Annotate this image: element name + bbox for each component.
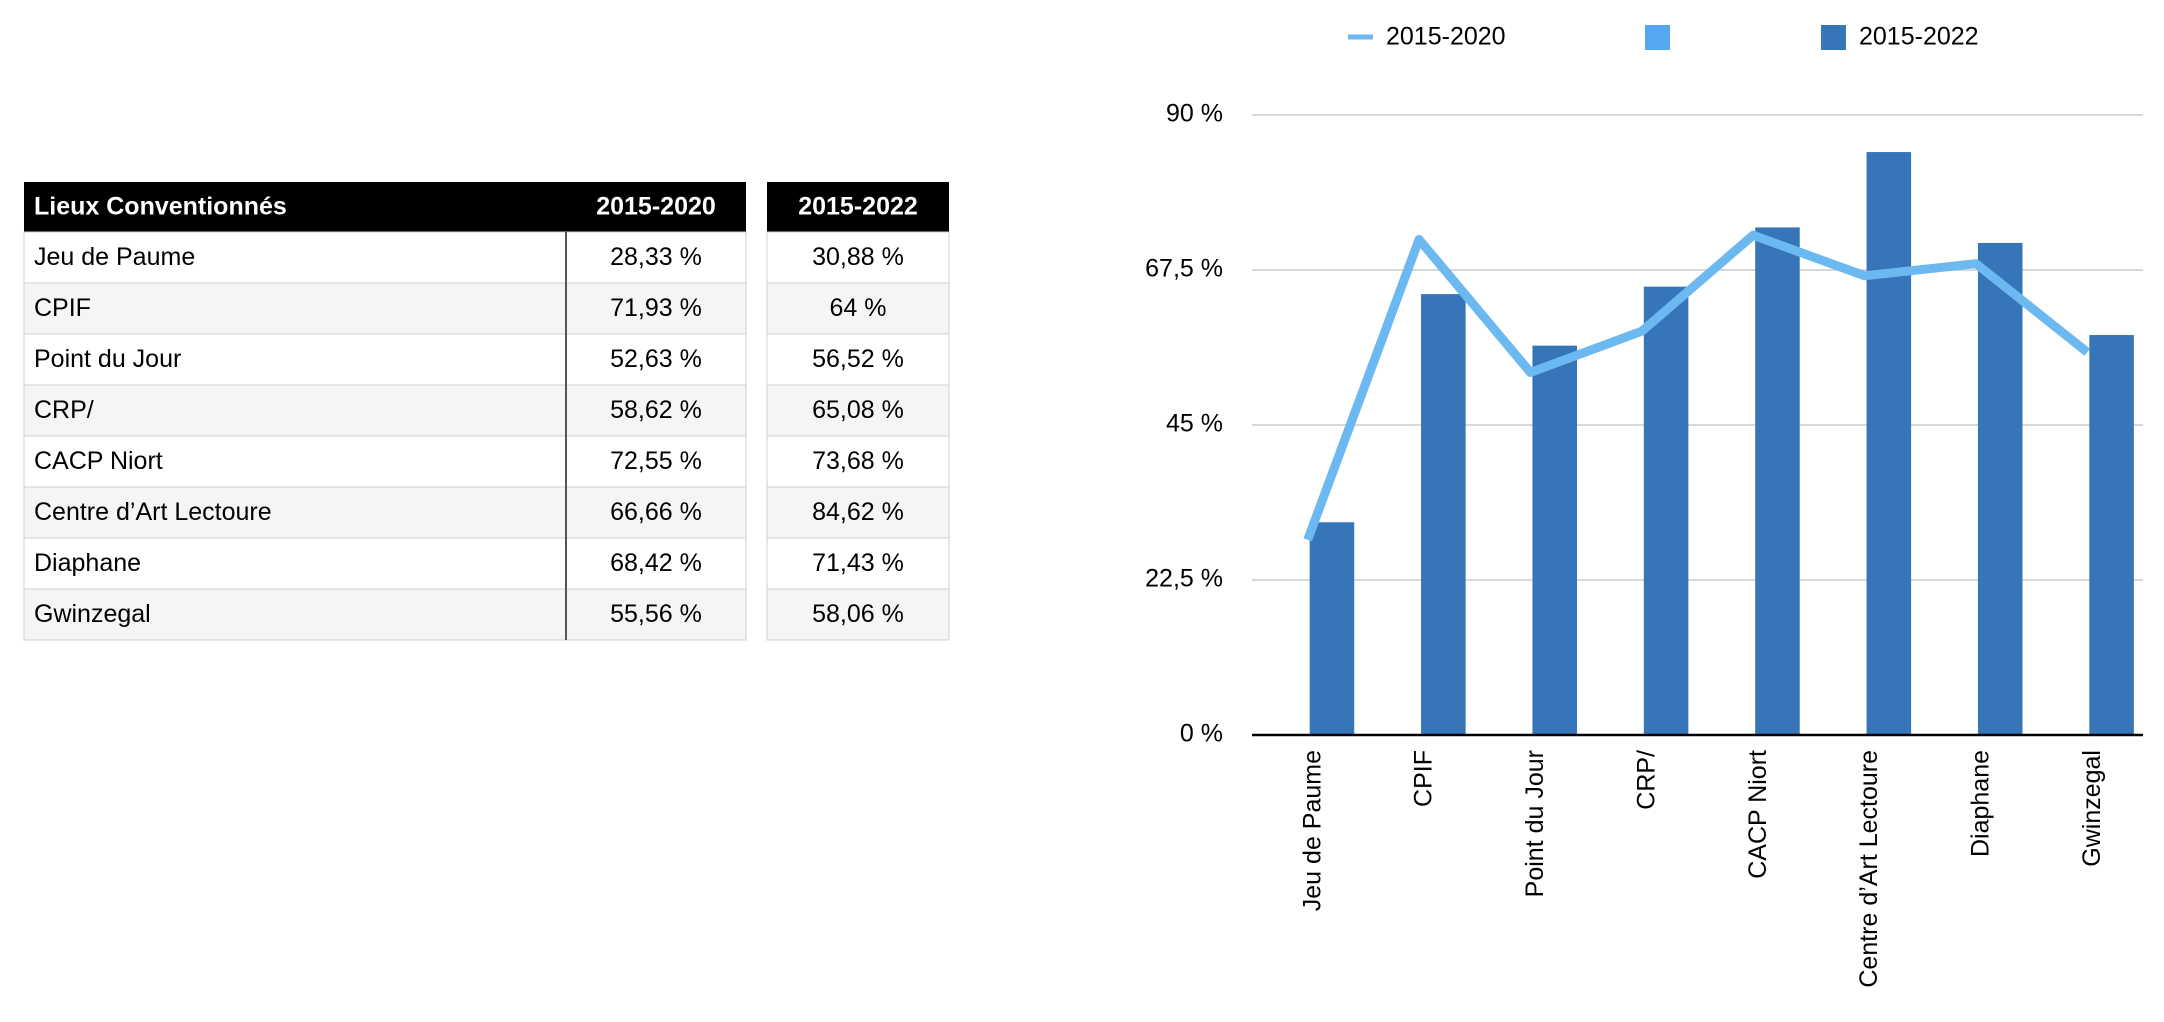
cell-text: 58,06 % [812,600,904,628]
header-text: Lieux Conventionnés [34,193,287,221]
cell-text: 68,42 % [610,549,702,577]
x-tick-label: Diaphane [1967,750,1995,857]
cell [766,435,950,488]
y-tick-label: 0 % [1180,720,1223,748]
cell-text: CACP Niort [34,447,163,475]
x-tick-label: CPIF [1410,750,1438,807]
cell-text: 56,52 % [812,345,904,373]
bar [1421,294,1466,735]
cell-text: 58,62 % [610,396,702,424]
bar [1755,227,1800,735]
cell-text: CRP/ [34,396,94,424]
header-cell [566,182,746,232]
x-tick-label: CRP/ [1632,750,1660,810]
bar [2089,335,2134,735]
cell-text: 28,33 % [610,243,702,271]
bar [1532,345,1577,735]
cell [565,333,747,386]
x-tick-label: Point du Jour [1521,750,1549,897]
bar [1866,152,1912,735]
cell-text: 52,63 % [610,345,702,373]
cell [766,537,950,590]
header-cell [767,182,949,232]
line [1303,230,2091,542]
cell-text: 73,68 % [812,447,904,475]
cell-text: 30,88 % [812,243,904,271]
y-tick-label: 22,5 % [1145,565,1223,593]
cell-text: 84,62 % [812,498,904,526]
legend-swatch [1821,25,1846,50]
cell [23,282,567,335]
cell-text: 64 % [830,294,887,322]
header-text: 2015-2020 [596,193,716,221]
legend-swatch [1645,25,1670,50]
cell-text: Gwinzegal [34,600,151,628]
x-tick-label: Centre d’Art Lectoure [1855,750,1883,988]
cell-text: Diaphane [34,549,141,577]
x-tick-label: Jeu de Paume [1298,750,1326,911]
cell-text: 66,66 % [610,498,702,526]
cell [565,537,747,590]
cell [565,486,747,539]
cell [23,486,567,539]
cell [766,486,950,539]
cell [565,588,747,641]
cell-text: 65,08 % [812,396,904,424]
cell [565,435,747,488]
header-text: 2015-2022 [798,193,918,221]
y-tick-label: 90 % [1166,100,1223,128]
cell-text: 55,56 % [610,600,702,628]
cell-text: 71,43 % [812,549,904,577]
cell-text: 71,93 % [610,294,702,322]
cell [23,384,567,437]
bar [1977,242,2023,735]
cell-text: CPIF [34,294,91,322]
x-tick-label: CACP Niort [1744,750,1772,879]
cell [766,333,950,386]
bar [1643,286,1689,735]
legend-label: 2015-2022 [1859,23,1979,51]
cell [23,537,567,590]
cell-text: 72,55 % [610,447,702,475]
legend-label: 2015-2020 [1386,23,1506,51]
header-cell [24,182,566,232]
cell [766,384,950,437]
x-tick-label: Gwinzegal [2078,750,2106,867]
bar [1309,522,1355,735]
cell-text: Point du Jour [34,345,181,373]
cell-text: Jeu de Paume [34,243,195,271]
cell [766,588,950,641]
cell-text: Centre d’Art Lectoure [34,498,272,526]
y-tick-label: 67,5 % [1145,255,1223,283]
cell [23,333,567,386]
y-tick-label: 45 % [1166,410,1223,438]
cell [23,435,567,488]
